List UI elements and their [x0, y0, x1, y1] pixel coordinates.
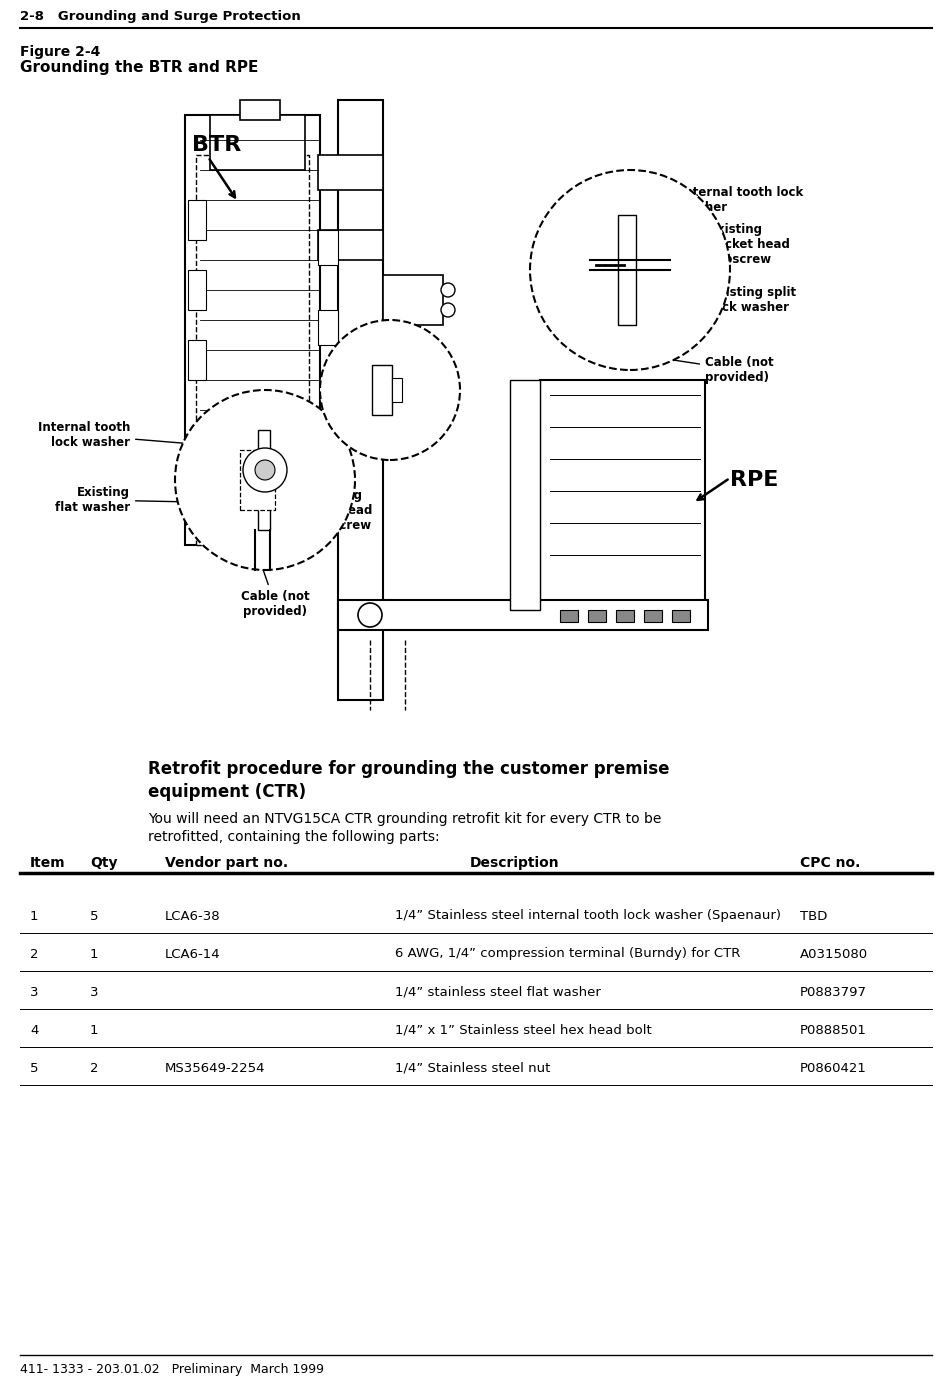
Text: P0888501: P0888501: [800, 1023, 867, 1036]
Text: 1/4” stainless steel flat washer: 1/4” stainless steel flat washer: [395, 986, 601, 999]
Text: 411- 1333 - 203.01.02   Preliminary  March 1999: 411- 1333 - 203.01.02 Preliminary March …: [20, 1364, 324, 1376]
Circle shape: [441, 398, 455, 412]
FancyBboxPatch shape: [258, 430, 270, 530]
Circle shape: [530, 170, 730, 371]
Text: P0860421: P0860421: [800, 1062, 867, 1075]
FancyBboxPatch shape: [188, 270, 206, 310]
FancyBboxPatch shape: [672, 610, 690, 622]
Text: Item: Item: [30, 856, 66, 870]
FancyBboxPatch shape: [616, 610, 634, 622]
FancyBboxPatch shape: [540, 380, 705, 610]
Text: Existing
socket head
capscrew: Existing socket head capscrew: [654, 224, 790, 267]
Text: Internal tooth
lock washer: Internal tooth lock washer: [38, 420, 226, 449]
Text: Retrofit procedure for grounding the customer premise: Retrofit procedure for grounding the cus…: [148, 761, 669, 779]
Text: 2-8   Grounding and Surge Protection: 2-8 Grounding and Surge Protection: [20, 10, 301, 24]
FancyBboxPatch shape: [338, 600, 708, 631]
Text: 1: 1: [30, 910, 38, 922]
Text: retrofitted, containing the following parts:: retrofitted, containing the following pa…: [148, 830, 440, 844]
FancyBboxPatch shape: [644, 610, 662, 622]
Text: Vendor part no.: Vendor part no.: [165, 856, 288, 870]
Circle shape: [441, 378, 455, 391]
FancyBboxPatch shape: [318, 230, 383, 260]
FancyBboxPatch shape: [560, 610, 578, 622]
Text: You will need an NTVG15CA CTR grounding retrofit kit for every CTR to be: You will need an NTVG15CA CTR grounding …: [148, 812, 662, 826]
Text: Cable (not
provided): Cable (not provided): [241, 559, 309, 618]
FancyBboxPatch shape: [185, 115, 320, 545]
Text: Existing split
lock washer: Existing split lock washer: [663, 286, 796, 314]
Text: 3: 3: [30, 986, 38, 999]
Text: TBD: TBD: [800, 910, 827, 922]
Text: 1: 1: [90, 947, 98, 961]
Text: Description: Description: [470, 856, 560, 870]
FancyBboxPatch shape: [240, 449, 275, 510]
FancyBboxPatch shape: [210, 115, 305, 170]
Text: 4: 4: [30, 1023, 38, 1036]
FancyBboxPatch shape: [338, 100, 383, 700]
FancyBboxPatch shape: [392, 378, 402, 402]
Text: A0315080: A0315080: [800, 947, 868, 961]
FancyBboxPatch shape: [318, 310, 338, 344]
Text: 5: 5: [90, 910, 98, 922]
FancyBboxPatch shape: [383, 371, 443, 420]
FancyBboxPatch shape: [383, 275, 443, 325]
FancyBboxPatch shape: [240, 100, 280, 120]
Text: 6 AWG, 1/4” compression terminal (Burndy) for CTR: 6 AWG, 1/4” compression terminal (Burndy…: [395, 947, 741, 961]
Text: Existing
flat washer: Existing flat washer: [55, 485, 241, 514]
FancyBboxPatch shape: [188, 201, 206, 241]
Text: CPC no.: CPC no.: [800, 856, 861, 870]
Text: Grounding the BTR and RPE: Grounding the BTR and RPE: [20, 59, 258, 75]
Text: 2: 2: [30, 947, 38, 961]
FancyBboxPatch shape: [510, 380, 540, 610]
Text: 2: 2: [90, 1062, 98, 1075]
Text: P0883797: P0883797: [800, 986, 867, 999]
Text: RPE: RPE: [730, 470, 779, 490]
FancyBboxPatch shape: [618, 214, 636, 325]
Text: Figure 2-4: Figure 2-4: [20, 46, 100, 59]
FancyBboxPatch shape: [372, 365, 392, 415]
Text: LCA6-38: LCA6-38: [165, 910, 221, 922]
Text: 1/4” Stainless steel internal tooth lock washer (Spaenaur): 1/4” Stainless steel internal tooth lock…: [395, 910, 781, 922]
FancyBboxPatch shape: [196, 155, 309, 545]
Circle shape: [441, 303, 455, 317]
Text: 1: 1: [90, 1023, 98, 1036]
Text: 3: 3: [90, 986, 98, 999]
Text: LCA6-14: LCA6-14: [165, 947, 221, 961]
Circle shape: [243, 448, 287, 492]
Text: Cable (not
provided): Cable (not provided): [645, 354, 774, 384]
FancyBboxPatch shape: [188, 340, 206, 380]
Text: 5: 5: [30, 1062, 38, 1075]
Circle shape: [175, 390, 355, 570]
Circle shape: [441, 284, 455, 297]
Circle shape: [255, 461, 275, 480]
Text: 1/4” x 1” Stainless steel hex head bolt: 1/4” x 1” Stainless steel hex head bolt: [395, 1023, 652, 1036]
FancyBboxPatch shape: [588, 610, 606, 622]
Text: Internal tooth lock
washer: Internal tooth lock washer: [605, 184, 803, 214]
Circle shape: [358, 603, 382, 626]
FancyBboxPatch shape: [318, 230, 338, 266]
Circle shape: [320, 319, 460, 461]
Text: BTR: BTR: [192, 136, 241, 155]
FancyBboxPatch shape: [318, 155, 383, 189]
Text: MS35649-2254: MS35649-2254: [165, 1062, 266, 1075]
Text: Qty: Qty: [90, 856, 117, 870]
Text: Existing
Hex head
capscrew: Existing Hex head capscrew: [290, 480, 372, 531]
Text: 1/4” Stainless steel nut: 1/4” Stainless steel nut: [395, 1062, 550, 1075]
Text: equipment (CTR): equipment (CTR): [148, 783, 307, 801]
